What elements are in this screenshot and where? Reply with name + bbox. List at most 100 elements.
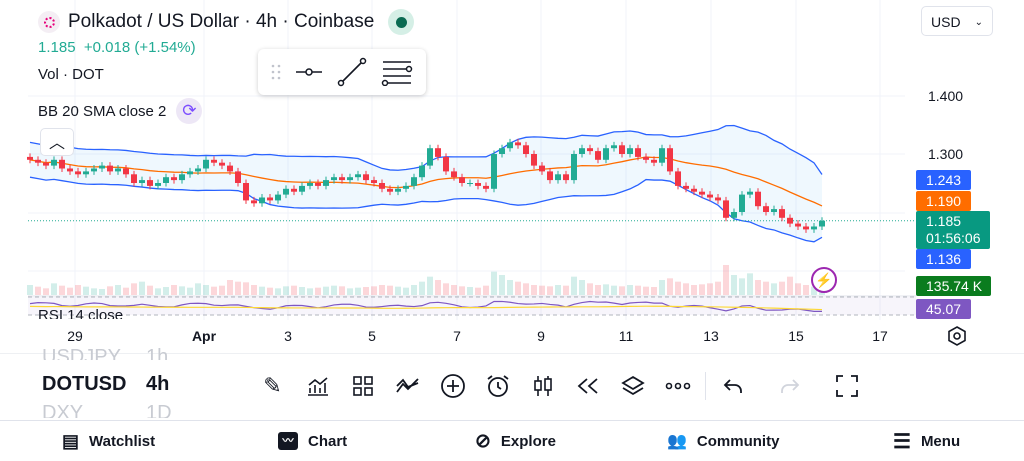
lightning-icon[interactable]: ⚡ — [811, 267, 837, 293]
volume-bar — [539, 285, 545, 295]
candle — [755, 191, 761, 207]
volume-bar — [659, 280, 665, 295]
time-tick: 29 — [67, 328, 83, 344]
undo-icon[interactable] — [710, 377, 755, 395]
bb-lower-tag: 1.136 — [916, 249, 971, 269]
bottom-navigation[interactable]: ▤ Watchlist 〰 Chart ⊘ Explore 👥 Community ☰ M… — [0, 420, 1024, 461]
last-price-value: 1.185 — [926, 213, 962, 229]
indicators-icon[interactable] — [295, 375, 340, 397]
volume-bar — [795, 283, 801, 295]
drawing-toolbar[interactable] — [258, 49, 426, 95]
chart-title[interactable]: Polkadot / US Dollar · 4h · Coinbase — [38, 9, 415, 35]
volume-bar — [523, 283, 529, 295]
fullscreen-icon[interactable] — [824, 374, 869, 398]
trend-line-icon[interactable] — [337, 57, 367, 87]
volume-bar — [355, 287, 361, 295]
nav-menu[interactable]: ☰ Menu — [893, 430, 961, 453]
volume-bar — [635, 285, 641, 295]
price-readout: 1.185 +0.018 (+1.54%) — [38, 39, 196, 56]
candle — [107, 165, 113, 172]
symbol-picker-item[interactable]: DXY — [42, 402, 84, 418]
currency-select[interactable]: USD ⌄ — [921, 6, 993, 36]
volume-bar — [491, 271, 497, 295]
refresh-icon[interactable]: ⟳ — [176, 98, 203, 124]
candle — [483, 185, 489, 189]
volume-bar — [811, 286, 817, 295]
candle — [451, 171, 457, 178]
layout-grid-icon[interactable] — [340, 375, 385, 397]
candle — [491, 154, 497, 189]
bb-legend[interactable]: BB 20 SMA close 2 ⟳ — [38, 98, 203, 124]
volume-bar — [91, 288, 97, 295]
candle — [595, 151, 601, 160]
settings-hexagon-icon[interactable] — [947, 326, 967, 346]
candle — [331, 177, 337, 181]
volume-bar — [315, 287, 321, 295]
candle — [339, 177, 345, 181]
pencil-icon[interactable]: ✎ — [263, 373, 282, 398]
volume-bar — [763, 281, 769, 295]
volume-bar — [379, 285, 385, 295]
symbol-picker-selected[interactable]: DOTUSD — [42, 373, 126, 395]
candle — [291, 188, 297, 192]
fib-lines-icon[interactable] — [381, 58, 413, 86]
compass-icon: ⊘ — [475, 430, 491, 452]
candle — [547, 171, 553, 181]
menu-icon: ☰ — [893, 430, 911, 453]
candle — [51, 159, 57, 166]
bb-fill — [30, 125, 822, 242]
rsi-ma-line — [29, 305, 823, 311]
volume-bar — [171, 285, 177, 295]
rsi-legend[interactable]: RSI 14 close — [38, 307, 124, 319]
candle — [643, 156, 649, 160]
layers-icon[interactable] — [610, 374, 655, 398]
price-change: +0.018 (+1.54%) — [83, 39, 196, 56]
bottom-toolbar[interactable]: ✎ — [250, 366, 1010, 406]
candle — [411, 177, 417, 186]
volume-bar — [235, 281, 241, 295]
price-chart[interactable] — [0, 0, 1024, 350]
collapse-legend-button[interactable]: ︿ — [40, 128, 74, 156]
rsi-tag: 45.07 — [916, 299, 971, 319]
volume-bar — [499, 275, 505, 295]
time-tick: 7 — [453, 328, 461, 344]
add-circle-icon[interactable] — [430, 373, 475, 399]
candle — [27, 156, 33, 160]
volume-bar — [667, 278, 673, 295]
time-tick: Apr — [191, 328, 217, 344]
volume-bar — [203, 285, 209, 295]
interval-picker-selected[interactable]: 4h — [146, 373, 170, 395]
alarm-icon[interactable] — [475, 373, 520, 399]
horizontal-line-icon[interactable] — [295, 62, 323, 82]
candles-icon[interactable] — [520, 374, 565, 398]
candle — [771, 209, 777, 212]
nav-explore[interactable]: ⊘ Explore — [475, 430, 556, 452]
volume-bar — [419, 281, 425, 295]
drag-handle-icon[interactable] — [271, 63, 281, 81]
symbol-picker-item[interactable]: USDJPY — [42, 346, 121, 360]
volume-bar — [323, 286, 329, 295]
last-price-tag: 1.185 01:56:06 — [916, 211, 990, 249]
candle — [811, 226, 817, 230]
candle — [499, 148, 505, 154]
time-axis[interactable]: 29 Apr 3 5 7 9 11 13 15 17 — [0, 328, 900, 348]
interval-picker-item[interactable]: 1h — [146, 346, 169, 360]
more-icon[interactable] — [655, 382, 700, 390]
candle — [203, 159, 209, 169]
candle — [243, 183, 249, 201]
volume-bar — [579, 280, 585, 295]
volume-bar — [459, 286, 465, 295]
bb-lower-line — [29, 176, 823, 243]
nav-watchlist[interactable]: ▤ Watchlist — [62, 430, 156, 451]
volume-legend[interactable]: Vol · DOT — [38, 66, 104, 83]
volume-bar — [179, 286, 185, 295]
replay-icon[interactable] — [565, 376, 610, 396]
nav-community[interactable]: 👥 Community — [667, 432, 780, 451]
redo-icon[interactable] — [767, 377, 812, 395]
candle — [403, 185, 409, 189]
compare-lines-icon[interactable] — [385, 376, 430, 396]
nav-chart[interactable]: 〰 Chart — [278, 432, 347, 450]
volume-bar — [571, 276, 577, 295]
interval-picker-item[interactable]: 1D — [146, 402, 172, 418]
candle — [691, 188, 697, 192]
